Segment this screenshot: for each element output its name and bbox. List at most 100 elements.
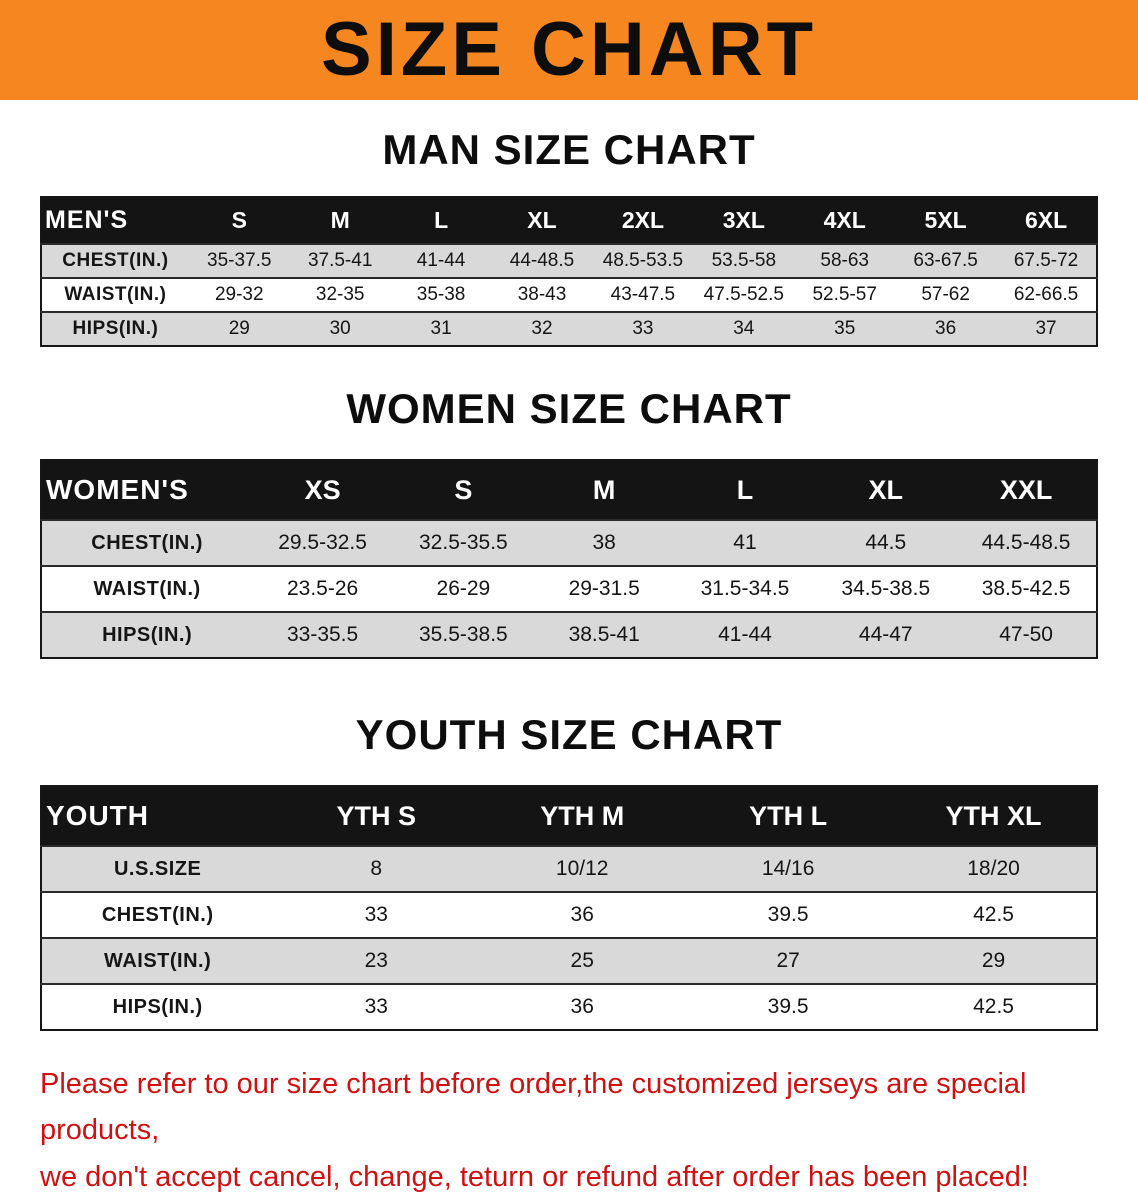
men-size-table: MEN'S S M L XL 2XL 3XL 4XL 5XL 6XL CHEST(IN.) 35-37… [40,196,1098,347]
table-cell: 27 [685,937,892,984]
table-cell: 29-31.5 [533,565,675,612]
table-cell: 25 [479,937,686,984]
row-label: HIPS(IN.) [41,983,274,1030]
table-cell: 33 [273,891,480,938]
table-cell: 29-32 [188,277,290,312]
size-column-header: XXL [956,460,1097,520]
table-cell: 31 [390,311,492,346]
table-cell: 48.5-53.5 [592,243,694,278]
table-cell: 41-44 [390,243,492,278]
table-cell: 35-37.5 [188,243,290,278]
table-row: HIPS(IN.) 29 30 31 32 33 34 35 36 37 [41,311,1097,346]
note-line-2: we don't accept cancel, change, teturn o… [40,1160,1029,1193]
men-size-section: MAN SIZE CHART MEN'S S M L XL 2XL 3XL 4XL 5XL 6XL… [0,126,1138,347]
table-cell: 26-29 [392,565,534,612]
table-cell: 42.5 [891,891,1097,938]
table-header-label: YOUTH [41,786,274,846]
row-label: HIPS(IN.) [41,611,253,658]
table-cell: 33-35.5 [252,611,393,658]
table-header-row: WOMEN'S XS S M L XL XXL [41,460,1097,520]
table-cell: 43-47.5 [592,277,694,312]
size-column-header: S [392,460,534,520]
table-cell: 8 [273,845,480,892]
table-cell: 38.5-42.5 [956,565,1097,612]
table-cell: 18/20 [891,845,1097,892]
women-size-section: WOMEN SIZE CHART WOMEN'S XS S M L XL XXL CHEST(… [0,385,1138,659]
table-cell: 14/16 [685,845,892,892]
size-table: WOMEN'S XS S M L XL XXL CHEST(IN.) 29.5-32.5 32.5… [40,459,1098,659]
table-header-row: MEN'S S M L XL 2XL 3XL 4XL 5XL 6XL [41,197,1097,244]
table-cell: 44-48.5 [491,243,593,278]
table-row: U.S.SIZE 8 10/12 14/16 18/20 [41,845,1097,892]
size-column-header: M [533,460,675,520]
size-column-header: 5XL [895,197,997,244]
row-label: CHEST(IN.) [41,243,189,278]
size-column-header: 4XL [794,197,896,244]
table-cell: 35-38 [390,277,492,312]
size-table: YOUTH YTH S YTH M YTH L YTH XL U.S.SIZE 8 10/12… [40,785,1098,1031]
table-cell: 32.5-35.5 [392,519,534,566]
youth-section-heading: YOUTH SIZE CHART [355,711,783,758]
size-column-header: 2XL [592,197,694,244]
table-row: HIPS(IN.) 33-35.5 35.5-38.5 38.5-41 41-44 44-… [41,611,1097,658]
table-cell: 37.5-41 [289,243,391,278]
size-column-header: YTH M [479,786,686,846]
table-cell: 29 [891,937,1097,984]
table-cell: 44.5-48.5 [956,519,1097,566]
table-row: CHEST(IN.) 35-37.5 37.5-41 41-44 44-48.5 48.5… [41,243,1097,278]
table-cell: 29.5-32.5 [252,519,393,566]
row-label: CHEST(IN.) [41,891,274,938]
table-cell: 32 [491,311,593,346]
size-column-header: 6XL [996,197,1097,244]
row-label: U.S.SIZE [41,845,274,892]
table-row: CHEST(IN.) 33 36 39.5 42.5 [41,891,1097,938]
table-cell: 23 [273,937,480,984]
row-label: HIPS(IN.) [41,311,189,346]
size-column-header: XS [252,460,393,520]
table-row: HIPS(IN.) 33 36 39.5 42.5 [41,983,1097,1030]
size-column-header: 3XL [693,197,795,244]
size-column-header: L [674,460,816,520]
table-row: WAIST(IN.) 23 25 27 29 [41,937,1097,984]
table-cell: 39.5 [685,891,892,938]
table-cell: 58-63 [794,243,896,278]
table-cell: 41-44 [674,611,816,658]
table-cell: 33 [273,983,480,1030]
table-cell: 31.5-34.5 [674,565,816,612]
table-cell: 35 [794,311,896,346]
table-cell: 10/12 [479,845,686,892]
table-cell: 35.5-38.5 [392,611,534,658]
table-cell: 44.5 [815,519,957,566]
size-column-header: M [289,197,391,244]
table-cell: 34.5-38.5 [815,565,957,612]
table-cell: 44-47 [815,611,957,658]
youth-size-section: YOUTH SIZE CHART YOUTH YTH S YTH M YTH L YTH… [0,711,1138,1031]
table-cell: 41 [674,519,816,566]
table-cell: 42.5 [891,983,1097,1030]
table-cell: 36 [895,311,997,346]
table-cell: 63-67.5 [895,243,997,278]
table-cell: 67.5-72 [996,243,1097,278]
table-cell: 53.5-58 [693,243,795,278]
size-table: MEN'S S M L XL 2XL 3XL 4XL 5XL 6XL CHEST(IN.) 35-37… [40,196,1098,347]
note-line-1: Please refer to our size chart before or… [40,1068,1027,1147]
table-cell: 37 [996,311,1097,346]
page-title: SIZE CHART [321,7,817,92]
table-row: WAIST(IN.) 23.5-26 26-29 29-31.5 31.5-34.5 34… [41,565,1097,612]
table-cell: 38-43 [491,277,593,312]
table-cell: 32-35 [289,277,391,312]
men-section-heading: MAN SIZE CHART [382,126,756,173]
row-label: WAIST(IN.) [41,937,274,984]
table-cell: 38.5-41 [533,611,675,658]
size-column-header: YTH L [685,786,892,846]
row-label: WAIST(IN.) [41,565,253,612]
table-row: CHEST(IN.) 29.5-32.5 32.5-35.5 38 41 44.5 44.5… [41,519,1097,566]
banner: SIZE CHART [0,0,1138,100]
size-column-header: S [188,197,290,244]
table-cell: 33 [592,311,694,346]
table-cell: 30 [289,311,391,346]
table-cell: 47-50 [956,611,1097,658]
table-header-label: WOMEN'S [41,460,253,520]
table-row: WAIST(IN.) 29-32 32-35 35-38 38-43 43-47.5 47.… [41,277,1097,312]
youth-size-table: YOUTH YTH S YTH M YTH L YTH XL U.S.SIZE 8 10/12… [40,785,1098,1031]
